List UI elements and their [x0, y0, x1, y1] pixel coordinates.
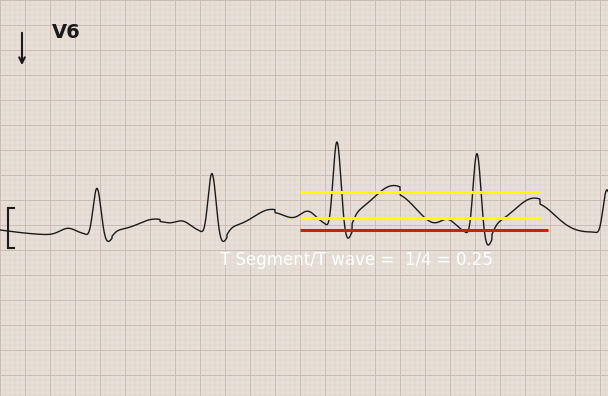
Text: V6: V6 [52, 23, 81, 42]
Text: T Segment/T wave =  1/4 = 0.25: T Segment/T wave = 1/4 = 0.25 [220, 251, 493, 269]
